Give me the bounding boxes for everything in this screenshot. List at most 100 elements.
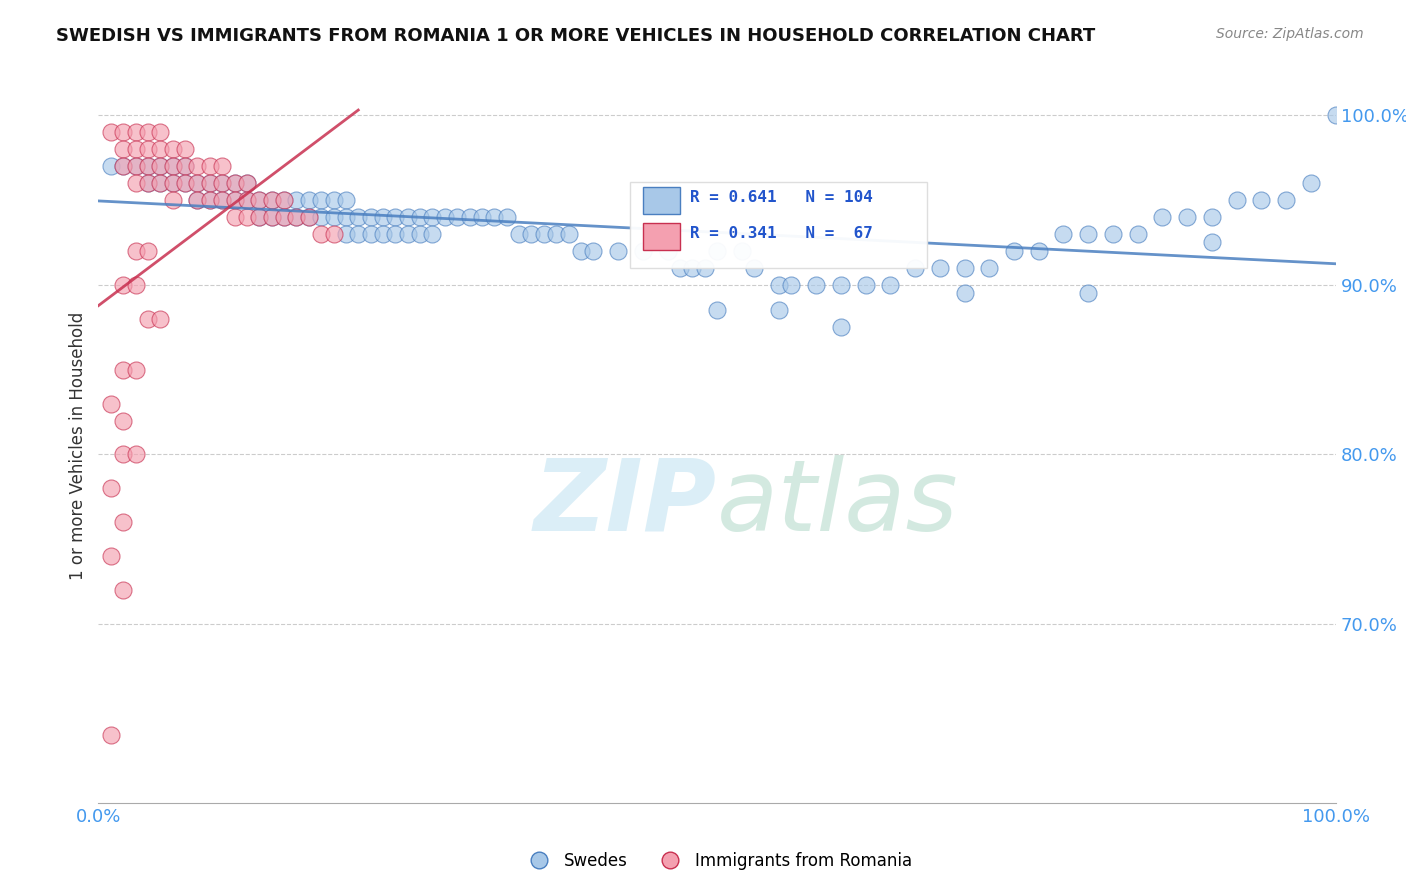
Point bbox=[681, 260, 703, 275]
Bar bbox=[643, 187, 681, 214]
Point bbox=[136, 176, 159, 190]
Point bbox=[347, 227, 370, 241]
Point bbox=[546, 227, 568, 241]
Point bbox=[124, 159, 146, 173]
Point bbox=[124, 362, 146, 376]
Point bbox=[224, 176, 246, 190]
Point bbox=[136, 142, 159, 156]
Point bbox=[224, 193, 246, 207]
Point bbox=[298, 193, 321, 207]
Point bbox=[409, 210, 432, 224]
Point bbox=[247, 193, 270, 207]
Point bbox=[136, 244, 159, 258]
Point bbox=[396, 227, 419, 241]
Point bbox=[371, 227, 394, 241]
Point bbox=[508, 227, 530, 241]
Point bbox=[149, 125, 172, 139]
Point bbox=[273, 193, 295, 207]
Point bbox=[186, 176, 208, 190]
Point bbox=[1324, 108, 1347, 122]
Point bbox=[768, 277, 790, 292]
Point bbox=[904, 260, 927, 275]
Point bbox=[1299, 176, 1322, 190]
Point bbox=[360, 210, 382, 224]
Point bbox=[669, 260, 692, 275]
Point bbox=[1052, 227, 1074, 241]
Point bbox=[198, 193, 221, 207]
Text: ZIP: ZIP bbox=[534, 455, 717, 551]
Point bbox=[136, 159, 159, 173]
Point bbox=[174, 176, 197, 190]
Point bbox=[100, 728, 122, 742]
Point bbox=[124, 277, 146, 292]
Point bbox=[273, 210, 295, 224]
Point bbox=[112, 125, 135, 139]
Point bbox=[347, 210, 370, 224]
Point bbox=[224, 210, 246, 224]
Point bbox=[1002, 244, 1025, 258]
Point bbox=[1126, 227, 1149, 241]
Point bbox=[298, 210, 321, 224]
Point bbox=[879, 277, 901, 292]
Point bbox=[557, 227, 579, 241]
Point bbox=[731, 244, 754, 258]
Point bbox=[433, 210, 456, 224]
Point bbox=[211, 176, 233, 190]
Point bbox=[1077, 227, 1099, 241]
Point bbox=[162, 159, 184, 173]
Point bbox=[149, 159, 172, 173]
Point bbox=[1028, 244, 1050, 258]
Point bbox=[495, 210, 517, 224]
Point bbox=[360, 227, 382, 241]
Point bbox=[458, 210, 481, 224]
Point bbox=[149, 311, 172, 326]
Point bbox=[198, 193, 221, 207]
Point bbox=[768, 303, 790, 318]
Point bbox=[1275, 193, 1298, 207]
Point bbox=[247, 193, 270, 207]
Point bbox=[520, 227, 543, 241]
Point bbox=[124, 159, 146, 173]
Point bbox=[224, 193, 246, 207]
Point bbox=[569, 244, 592, 258]
Point bbox=[1250, 193, 1272, 207]
Point bbox=[112, 159, 135, 173]
Point bbox=[273, 210, 295, 224]
Point bbox=[1152, 210, 1174, 224]
Point bbox=[309, 210, 332, 224]
Point bbox=[260, 210, 283, 224]
Point bbox=[112, 583, 135, 598]
Point bbox=[112, 448, 135, 462]
Point bbox=[186, 159, 208, 173]
Point bbox=[186, 193, 208, 207]
Point bbox=[322, 210, 344, 224]
Point bbox=[100, 482, 122, 496]
Point bbox=[830, 320, 852, 334]
Point bbox=[136, 125, 159, 139]
Point bbox=[409, 227, 432, 241]
Point bbox=[112, 516, 135, 530]
Text: R = 0.341   N =  67: R = 0.341 N = 67 bbox=[690, 226, 873, 241]
Point bbox=[285, 210, 308, 224]
Point bbox=[335, 210, 357, 224]
Point bbox=[174, 159, 197, 173]
Point bbox=[706, 244, 728, 258]
Point bbox=[298, 210, 321, 224]
Point bbox=[285, 210, 308, 224]
Point bbox=[136, 159, 159, 173]
Point bbox=[1226, 193, 1249, 207]
Point bbox=[236, 210, 259, 224]
Text: atlas: atlas bbox=[717, 455, 959, 551]
Point bbox=[236, 193, 259, 207]
Point bbox=[396, 210, 419, 224]
Point bbox=[224, 176, 246, 190]
Point bbox=[198, 159, 221, 173]
Text: SWEDISH VS IMMIGRANTS FROM ROMANIA 1 OR MORE VEHICLES IN HOUSEHOLD CORRELATION C: SWEDISH VS IMMIGRANTS FROM ROMANIA 1 OR … bbox=[56, 27, 1095, 45]
Point bbox=[236, 176, 259, 190]
Point bbox=[162, 176, 184, 190]
Point bbox=[124, 176, 146, 190]
Point bbox=[1077, 286, 1099, 301]
Point bbox=[582, 244, 605, 258]
Point bbox=[804, 277, 827, 292]
Point bbox=[335, 193, 357, 207]
